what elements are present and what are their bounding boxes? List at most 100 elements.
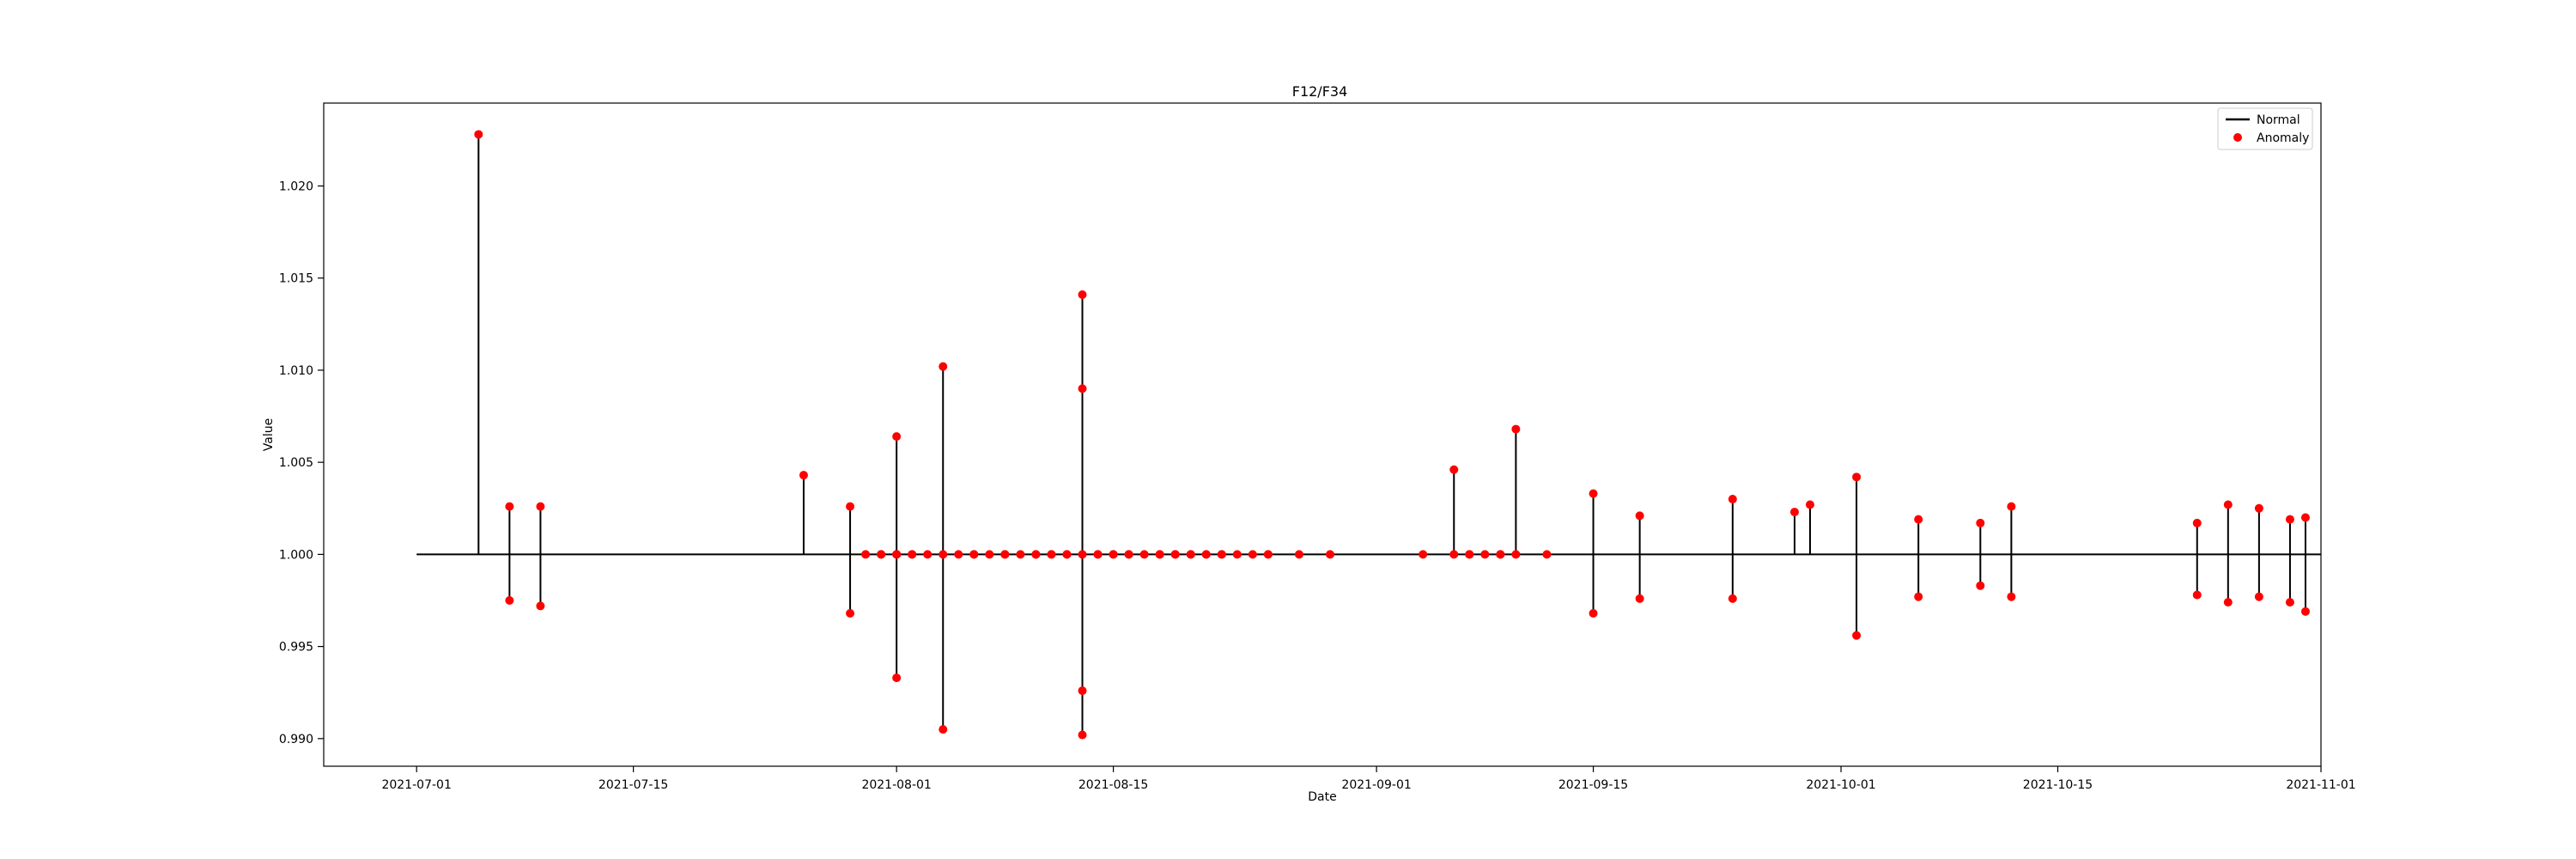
anomaly-point	[1139, 550, 1149, 559]
anomaly-point	[939, 725, 948, 734]
anomaly-point	[2254, 592, 2263, 601]
anomaly-point	[846, 609, 855, 618]
anomaly-point	[1078, 550, 1087, 559]
anomaly-point	[1217, 550, 1226, 559]
anomaly-point	[536, 601, 545, 611]
anomaly-point	[1232, 550, 1242, 559]
anomaly-point	[1542, 550, 1552, 559]
anomaly-point	[1480, 550, 1490, 559]
legend-anomaly-swatch	[2233, 133, 2242, 142]
anomaly-point	[1155, 550, 1164, 559]
x-tick-label: 2021-07-01	[381, 778, 451, 792]
anomaly-point	[2285, 515, 2294, 524]
anomaly-point	[1465, 550, 1474, 559]
anomaly-point	[1124, 550, 1133, 559]
plot-area	[416, 130, 2321, 740]
x-tick-label: 2021-10-01	[1806, 778, 1875, 792]
anomaly-point	[2192, 590, 2202, 600]
anomaly-point	[1263, 550, 1273, 559]
anomaly-point	[1031, 550, 1041, 559]
anomaly-series	[474, 130, 2310, 740]
y-tick-label: 0.995	[279, 641, 313, 655]
anomaly-point	[2223, 500, 2233, 509]
anomaly-point	[1419, 550, 1428, 559]
anomaly-point	[923, 550, 933, 559]
x-tick-label: 2021-11-01	[2286, 778, 2355, 792]
anomaly-point	[1511, 550, 1521, 559]
legend: Normal Anomaly	[2217, 107, 2313, 150]
anomaly-point	[1449, 550, 1459, 559]
anomaly-point	[1914, 592, 1923, 601]
x-axis-label: Date	[1308, 790, 1336, 804]
anomaly-point	[2254, 503, 2263, 513]
y-axis: 0.990 0.995 1.000 1.005 1.010 1.015 1.020	[279, 180, 324, 746]
x-tick-label: 2021-07-15	[598, 778, 668, 792]
anomaly-point	[861, 550, 871, 559]
x-tick-label: 2021-10-15	[2023, 778, 2093, 792]
anomaly-point	[2223, 598, 2233, 607]
anomaly-point	[877, 550, 886, 559]
plot-frame	[323, 102, 2322, 767]
anomaly-point	[1326, 550, 1335, 559]
normal-series	[416, 134, 2321, 735]
anomaly-point	[2007, 592, 2016, 601]
anomaly-point	[1511, 424, 1521, 434]
y-tick-label: 1.010	[279, 364, 313, 378]
normal-series-line	[416, 134, 2321, 735]
anomaly-point	[969, 550, 979, 559]
x-axis: 2021-07-01 2021-07-15 2021-08-01 2021-08-15…	[381, 766, 2356, 792]
chart-title: F12/F34	[1292, 83, 1348, 100]
anomaly-point	[1635, 511, 1644, 521]
y-tick-label: 1.000	[279, 548, 313, 562]
anomaly-point	[2007, 502, 2016, 511]
anomaly-point	[1914, 515, 1923, 524]
x-tick-label: 2021-08-01	[861, 778, 931, 792]
anomaly-point	[1852, 472, 1862, 482]
anomaly-point	[954, 550, 963, 559]
anomaly-point	[1728, 495, 1737, 504]
anomaly-point	[1248, 550, 1257, 559]
anomaly-point	[1294, 550, 1303, 559]
y-tick-label: 1.005	[279, 456, 313, 470]
anomaly-point	[1109, 550, 1118, 559]
anomaly-point	[2300, 606, 2310, 616]
anomaly-point	[1589, 489, 1598, 498]
anomaly-point	[892, 432, 902, 442]
anomaly-point	[1449, 465, 1459, 474]
anomaly-point	[1789, 508, 1799, 517]
anomaly-point	[1805, 500, 1814, 509]
anomaly-point	[2285, 598, 2294, 607]
anomaly-point	[1078, 290, 1087, 300]
anomaly-point	[939, 362, 948, 371]
anomaly-point	[846, 502, 855, 511]
anomaly-point	[1186, 550, 1195, 559]
anomaly-point	[1170, 550, 1180, 559]
anomaly-point	[1047, 550, 1056, 559]
anomaly-point	[1062, 550, 1072, 559]
anomaly-point	[939, 550, 948, 559]
anomaly-point	[474, 130, 483, 139]
anomaly-point	[985, 550, 994, 559]
anomaly-point	[2300, 513, 2310, 522]
anomaly-point	[1078, 686, 1087, 696]
anomaly-point	[1078, 384, 1087, 393]
anomaly-point	[1852, 631, 1862, 640]
x-tick-label: 2021-08-15	[1078, 778, 1148, 792]
anomaly-point	[2192, 518, 2202, 527]
y-axis-label: Value	[262, 418, 276, 451]
x-tick-label: 2021-09-15	[1558, 778, 1628, 792]
anomaly-point	[1078, 730, 1087, 740]
anomaly-point	[1496, 550, 1505, 559]
anomaly-point	[1201, 550, 1211, 559]
anomaly-point	[1093, 550, 1103, 559]
anomaly-point	[505, 502, 514, 511]
anomaly-point	[1016, 550, 1025, 559]
x-tick-label: 2021-09-01	[1341, 778, 1411, 792]
anomaly-point	[1589, 609, 1598, 618]
y-tick-label: 1.020	[279, 180, 313, 194]
anomaly-point	[1000, 550, 1010, 559]
legend-anomaly-label: Anomaly	[2257, 131, 2309, 145]
anomaly-point	[908, 550, 917, 559]
